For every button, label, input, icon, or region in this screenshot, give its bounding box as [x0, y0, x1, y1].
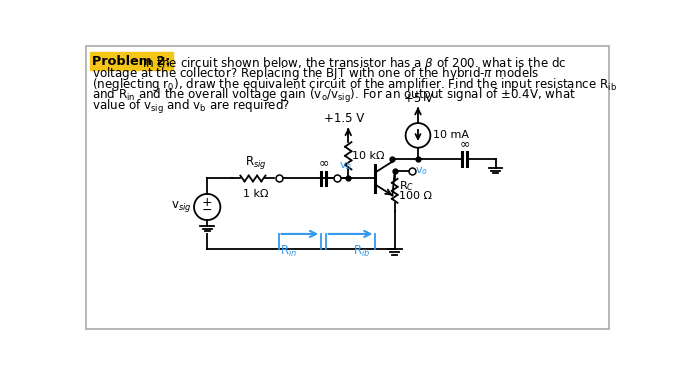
Text: ∞: ∞ [318, 156, 329, 169]
Text: −: − [202, 204, 212, 217]
Text: R$_{ib}$: R$_{ib}$ [353, 244, 371, 259]
Text: R$_C$: R$_C$ [399, 179, 414, 193]
Text: R$_{sig}$: R$_{sig}$ [245, 154, 267, 171]
Text: v$_o$: v$_o$ [415, 165, 428, 177]
Text: 10 mA: 10 mA [433, 130, 468, 140]
Text: 100 Ω: 100 Ω [399, 191, 432, 201]
Text: 1 kΩ: 1 kΩ [243, 188, 268, 198]
Text: 10 kΩ: 10 kΩ [352, 151, 384, 161]
Text: ∞: ∞ [459, 137, 470, 150]
Text: +1.5 V: +1.5 V [324, 112, 365, 125]
Text: v$_{sig}$: v$_{sig}$ [171, 200, 192, 214]
Text: v$_b$: v$_b$ [339, 161, 352, 173]
FancyBboxPatch shape [86, 46, 609, 329]
Text: +: + [202, 196, 212, 209]
Text: R$_{in}$: R$_{in}$ [280, 244, 297, 259]
Text: value of v$_{\rm sig}$ and v$_{\rm b}$ are required?: value of v$_{\rm sig}$ and v$_{\rm b}$ a… [92, 98, 291, 116]
Text: In the circuit shown below, the transistor has a $\beta$ of 200. what is the dc: In the circuit shown below, the transist… [142, 55, 567, 72]
Text: (neglecting r$_0$), draw the equivalent circuit of the amplifier. Find the input: (neglecting r$_0$), draw the equivalent … [92, 76, 618, 93]
Text: voltage at the collector? Replacing the BJT with one of the hybrid-$\pi$ models: voltage at the collector? Replacing the … [92, 65, 540, 82]
Text: +5 V: +5 V [403, 92, 433, 105]
Text: Problem 2:: Problem 2: [92, 55, 171, 68]
Text: and R$_{\rm in}$ and the overall voltage gain (v$_{\rm o}$/v$_{\rm sig}$). For a: and R$_{\rm in}$ and the overall voltage… [92, 87, 576, 105]
